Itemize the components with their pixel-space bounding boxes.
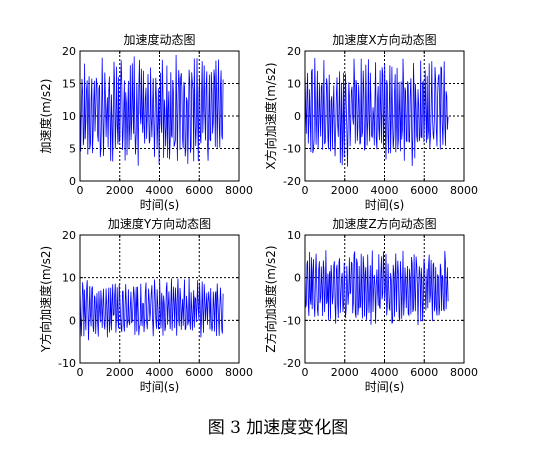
x-tick-label: 4000 bbox=[371, 366, 399, 379]
x-tick-label: 2000 bbox=[331, 184, 359, 197]
subplot-2: 0 2000 4000 6000 8000 -20 -10 0 10 20 加速度X方向动态图时间(… bbox=[263, 32, 478, 212]
chart-title: 加速度动态图 bbox=[123, 32, 195, 47]
x-tick-label: 8000 bbox=[450, 184, 478, 197]
y-tick-label: 10 bbox=[62, 110, 76, 123]
x-tick-label: 0 bbox=[302, 184, 309, 197]
x-tick-label: 8000 bbox=[225, 366, 253, 379]
series-line bbox=[304, 57, 449, 167]
x-tick-label: 8000 bbox=[225, 184, 253, 197]
y-tick-label: -10 bbox=[283, 143, 301, 156]
series-line bbox=[79, 54, 224, 166]
y-tick-label: 20 bbox=[62, 229, 76, 242]
x-axis-label: 时间(s) bbox=[140, 380, 180, 394]
y-tick-label: -10 bbox=[58, 357, 76, 370]
y-axis-label: Y方向加速度(m/s2) bbox=[38, 246, 53, 353]
chart-title: 加速度Y方向动态图 bbox=[108, 216, 211, 231]
y-tick-label: 10 bbox=[287, 229, 301, 242]
series-line bbox=[79, 278, 224, 341]
x-tick-label: 2000 bbox=[331, 366, 359, 379]
figure-caption: 图 3 加速度变化图 bbox=[207, 418, 349, 438]
x-axis-label: 时间(s) bbox=[140, 198, 180, 212]
x-tick-label: 4000 bbox=[146, 184, 174, 197]
x-tick-label: 0 bbox=[77, 184, 84, 197]
x-axis-label: 时间(s) bbox=[365, 380, 405, 394]
chart-title: 加速度Z方向动态图 bbox=[332, 216, 436, 231]
x-tick-label: 2000 bbox=[106, 184, 134, 197]
x-tick-label: 0 bbox=[302, 366, 309, 379]
y-tick-label: -20 bbox=[283, 175, 301, 188]
x-tick-label: 2000 bbox=[106, 366, 134, 379]
y-tick-label: -10 bbox=[283, 314, 301, 327]
figure-canvas: 0 2000 4000 6000 800005101520加速度动态图时间(s)加速度(… bbox=[38, 32, 478, 394]
subplot-3: 0 2000 4000 6000 8000-1001020加速度Y方向动态图时间(s)Y… bbox=[38, 216, 253, 394]
x-tick-label: 4000 bbox=[146, 366, 174, 379]
y-axis-label: Z方向加速度(m/s2) bbox=[263, 245, 278, 352]
x-tick-label: 4000 bbox=[371, 184, 399, 197]
x-tick-label: 8000 bbox=[450, 366, 478, 379]
x-tick-label: 6000 bbox=[410, 184, 438, 197]
chart-title: 加速度X方向动态图 bbox=[332, 32, 436, 47]
y-tick-label: 15 bbox=[62, 78, 76, 91]
subplot-4: 0 2000 4000 6000 8000 -20 -10 0 10 加速度Z方向动态图时间(s)… bbox=[263, 216, 478, 394]
y-axis-label: X方向加速度(m/s2) bbox=[263, 62, 278, 169]
x-tick-label: 6000 bbox=[185, 184, 213, 197]
y-tick-label: 5 bbox=[69, 143, 76, 156]
x-tick-label: 0 bbox=[77, 366, 84, 379]
y-tick-label: 0 bbox=[294, 272, 301, 285]
x-tick-label: 6000 bbox=[410, 366, 438, 379]
x-axis-label: 时间(s) bbox=[365, 198, 405, 212]
y-axis-label: 加速度(m/s2) bbox=[38, 79, 53, 154]
y-tick-label: -20 bbox=[283, 357, 301, 370]
y-tick-label: 10 bbox=[62, 272, 76, 285]
x-tick-label: 6000 bbox=[185, 366, 213, 379]
y-tick-label: 20 bbox=[62, 45, 76, 58]
y-tick-label: 20 bbox=[287, 45, 301, 58]
y-tick-label: 0 bbox=[294, 110, 301, 123]
series-line bbox=[304, 250, 449, 326]
y-tick-label: 0 bbox=[69, 175, 76, 188]
y-tick-label: 10 bbox=[287, 78, 301, 91]
y-tick-label: 0 bbox=[69, 314, 76, 327]
